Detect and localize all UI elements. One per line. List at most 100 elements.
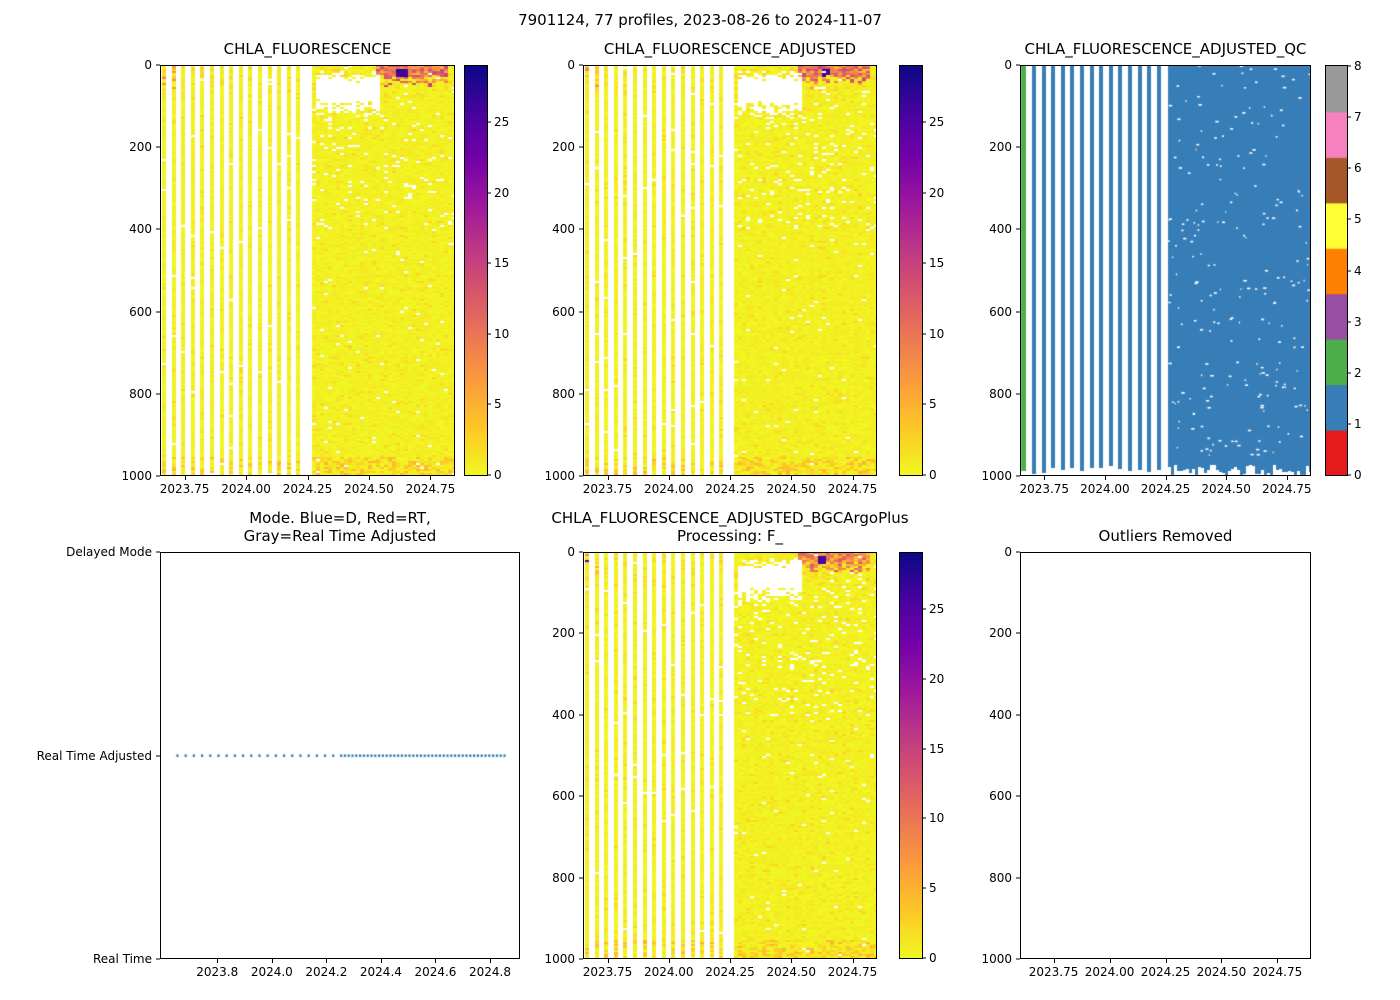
y-tick-label: 200 [989, 140, 1012, 155]
y-tick-label: 1000 [981, 469, 1012, 483]
y-tick-mark [579, 311, 583, 313]
subplot-chla-fluorescence-adjusted-bgcargoplus: CHLA_FLUORESCENCE_ADJUSTED_BGCArgoPlus P… [544, 509, 908, 980]
y-tick-mark [1016, 475, 1020, 477]
x-tick-label: 2023.8 [196, 965, 239, 979]
subplot-title-bgcargoplus: CHLA_FLUORESCENCE_ADJUSTED_BGCArgoPlus P… [551, 508, 909, 546]
colorbar-tick-label: 2 [1354, 365, 1362, 380]
y-tick-label: 400 [989, 222, 1012, 237]
colorbar-tick-label: 5 [494, 397, 502, 412]
y-tick-mark [579, 795, 583, 797]
y-tick-mark [579, 877, 583, 879]
chla-fluorescence-adjusted-heatmap [583, 65, 877, 476]
colorbar-gradient [465, 66, 487, 475]
y-tick-label: 400 [989, 707, 1012, 722]
colorbar-tick-mark [487, 192, 491, 194]
x-tick-label: 2024.75 [1261, 482, 1312, 496]
x-tick-mark [430, 476, 432, 480]
colorbar-tick-mark [1347, 372, 1351, 374]
colorbar-chla-fluorescence-adjusted: 0 5 10 15 20 25 [899, 65, 944, 482]
x-tick-mark [668, 959, 670, 963]
y-tick-mark [1016, 64, 1020, 66]
y-tick-label: Delayed Mode [66, 545, 152, 559]
subplot-title-chla-fluorescence-adjusted-qc: CHLA_FLUORESCENCE_ADJUSTED_QC [1024, 40, 1307, 59]
colorbar-tick-label: 15 [929, 741, 945, 756]
y-tick-mark [579, 475, 583, 477]
y-tick-label: 600 [552, 789, 575, 804]
colorbar-tick-label: 10 [929, 326, 945, 341]
y-tick-mark [1016, 228, 1020, 230]
y-tick-label: 400 [552, 222, 575, 237]
y-tick-mark [579, 393, 583, 395]
x-tick-mark [1286, 476, 1288, 480]
colorbar-tick-label: 15 [494, 256, 510, 271]
x-tick-label: 2024.25 [705, 482, 755, 496]
colorbar-tick-mark [922, 403, 926, 405]
x-tick-label: 2024.50 [766, 482, 817, 496]
x-tick-mark [791, 959, 793, 963]
x-tick-mark [852, 476, 854, 480]
y-tick-mark [1016, 795, 1020, 797]
x-tick-mark [1053, 959, 1055, 963]
x-tick-label: 2023.75 [582, 965, 633, 979]
x-tick-label: 2023.75 [1028, 965, 1079, 979]
x-tick-mark [368, 476, 370, 480]
y-tick-label: 200 [552, 626, 575, 641]
colorbar-tick-label: 20 [494, 185, 510, 200]
x-tick-mark [1226, 476, 1228, 480]
processing-mode-line [160, 552, 520, 959]
colorbar-tick-label: 1 [1354, 416, 1362, 431]
y-tick-label: 200 [989, 626, 1012, 641]
colorbar-tick-label: 4 [1354, 263, 1362, 278]
bgcargoplus-heatmap [583, 552, 877, 959]
colorbar-tick-mark [922, 121, 926, 123]
x-tick-label: 2024.25 [705, 965, 755, 979]
y-tick-mark [579, 551, 583, 553]
x-tick-label: 2024.25 [282, 482, 333, 496]
y-tick-mark [1016, 714, 1020, 716]
chla-fluorescence-heatmap [160, 65, 455, 476]
y-tick-label: Real Time Adjusted [36, 748, 152, 763]
x-tick-label: 2024.0 [250, 965, 293, 979]
colorbar-tick-mark [922, 748, 926, 750]
colorbar-tick-mark [1347, 65, 1351, 67]
y-tick-label: 800 [552, 386, 575, 401]
y-tick-label: 200 [552, 140, 575, 155]
colorbar-tick-mark [922, 333, 926, 335]
y-tick-label: 600 [552, 304, 575, 319]
y-tick-label: 800 [989, 386, 1012, 401]
y-tick-mark [579, 958, 583, 960]
y-tick-mark [1016, 393, 1020, 395]
colorbar-tick-mark [1347, 423, 1351, 425]
colorbar-tick-mark [922, 192, 926, 194]
y-tick-mark [156, 958, 160, 960]
y-tick-label: 400 [552, 707, 575, 722]
x-tick-label: 2024.2 [305, 965, 348, 979]
colorbar-tick-label: 10 [494, 326, 510, 341]
x-tick-label: 2023.75 [1019, 482, 1070, 496]
colorbar-tick-mark [922, 957, 926, 959]
x-tick-mark [607, 959, 609, 963]
colorbar-tick-label: 0 [1354, 468, 1362, 482]
x-tick-mark [490, 959, 491, 963]
x-tick-label: 2024.50 [1201, 482, 1251, 496]
colorbar-tick-label: 8 [1354, 59, 1362, 73]
colorbar-tick-label: 6 [1354, 161, 1362, 176]
y-tick-mark [156, 551, 160, 553]
x-tick-mark [246, 476, 248, 480]
y-tick-mark [579, 146, 583, 148]
y-tick-mark [1016, 632, 1020, 634]
colorbar-qc-flags: 0 1 2 3 4 5 6 7 8 [1325, 59, 1362, 482]
colorbar-gradient [900, 553, 922, 958]
subplot-outliers-removed: Outliers Removed 2023.75 2024.00 2024.25 20… [981, 527, 1311, 979]
subplot-title-processing-mode: Mode. Blue=D, Red=RT, Gray=Real Time Adj… [243, 508, 437, 546]
colorbar-tick-mark [487, 121, 491, 123]
colorbar-bgcargoplus: 0 5 10 15 20 25 [899, 552, 944, 965]
x-tick-label: 2024.50 [1196, 965, 1247, 979]
x-tick-mark [730, 476, 731, 480]
y-tick-label: 400 [129, 222, 152, 237]
y-tick-label: 1000 [981, 952, 1012, 966]
colorbar-tick-mark [1347, 116, 1351, 118]
x-tick-label: 2023.75 [582, 482, 633, 496]
x-tick-mark [730, 959, 731, 963]
colorbar-tick-label: 0 [494, 468, 502, 482]
